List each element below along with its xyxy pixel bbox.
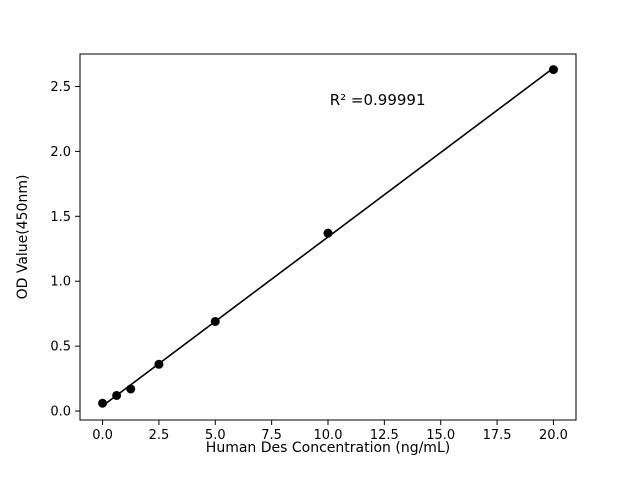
- data-point: [210, 316, 220, 326]
- y-tick-label: 0.0: [50, 405, 71, 420]
- y-tick-label: 2.5: [50, 80, 71, 95]
- x-tick-label: 12.5: [370, 428, 399, 443]
- x-tick-label: 7.5: [261, 428, 282, 443]
- y-tick-label: 2.0: [50, 145, 71, 160]
- x-tick-label: 2.5: [149, 428, 170, 443]
- x-tick-label: 10.0: [314, 428, 343, 443]
- y-tick-label: 1.5: [50, 210, 71, 225]
- data-point: [126, 384, 136, 394]
- y-axis-label: OD Value(450nm): [15, 175, 31, 300]
- data-point: [548, 65, 558, 75]
- x-tick-label: 5.0: [205, 428, 226, 443]
- x-tick-label: 15.0: [426, 428, 455, 443]
- x-tick-label: 20.0: [539, 428, 568, 443]
- data-point: [154, 359, 164, 369]
- data-point: [323, 228, 333, 238]
- y-tick-label: 0.5: [50, 340, 71, 355]
- x-tick-label: 17.5: [483, 428, 512, 443]
- r-squared-annotation: R² =0.99991: [330, 91, 426, 109]
- x-axis-label: Human Des Concentration (ng/mL): [206, 440, 450, 456]
- x-tick-label: 0.0: [92, 428, 113, 443]
- data-point: [98, 398, 108, 408]
- y-tick-label: 1.0: [50, 275, 71, 290]
- data-point: [112, 390, 122, 400]
